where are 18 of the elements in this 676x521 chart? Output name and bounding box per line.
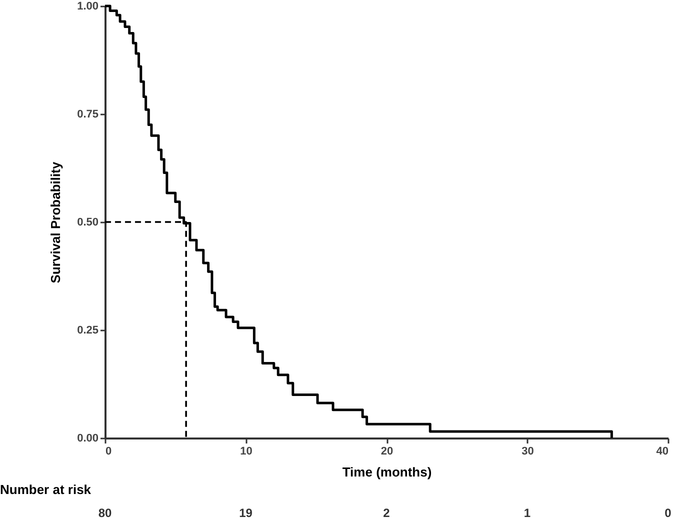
text: 19: [239, 506, 253, 520]
text: 1: [524, 506, 531, 520]
x-tick-label: 30: [522, 446, 534, 458]
y-tick-label: 0.50: [77, 216, 98, 228]
y-axis-title: Survival Probability: [48, 161, 64, 284]
text: 80: [98, 506, 112, 520]
text: Number at risk: [0, 482, 92, 497]
x-tick-label: 10: [240, 446, 252, 458]
text: 0: [664, 506, 672, 520]
y-tick-label: 1.00: [77, 0, 98, 12]
x-tick-label: 0: [106, 446, 112, 458]
y-tick-label: 0.75: [77, 108, 98, 120]
y-tick-label: 0.00: [77, 432, 98, 444]
text: 2: [383, 506, 390, 520]
y-tick-label: 0.25: [77, 324, 98, 336]
x-axis-title: Time (months): [342, 464, 432, 480]
x-tick-label: 20: [380, 446, 394, 458]
x-tick-label: 40: [656, 446, 668, 458]
